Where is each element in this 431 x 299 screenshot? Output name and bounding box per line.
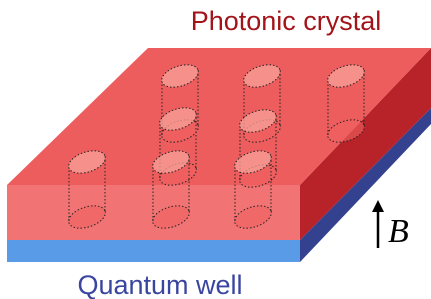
- field-label: B: [388, 213, 409, 250]
- quantum-well-label: Quantum well: [77, 270, 242, 299]
- photonic-crystal-label: Photonic crystal: [191, 6, 382, 36]
- diagram: B Photonic crystal Quantum well: [0, 0, 431, 299]
- field-arrowhead: [372, 200, 384, 212]
- quantum-well-front: [7, 240, 300, 262]
